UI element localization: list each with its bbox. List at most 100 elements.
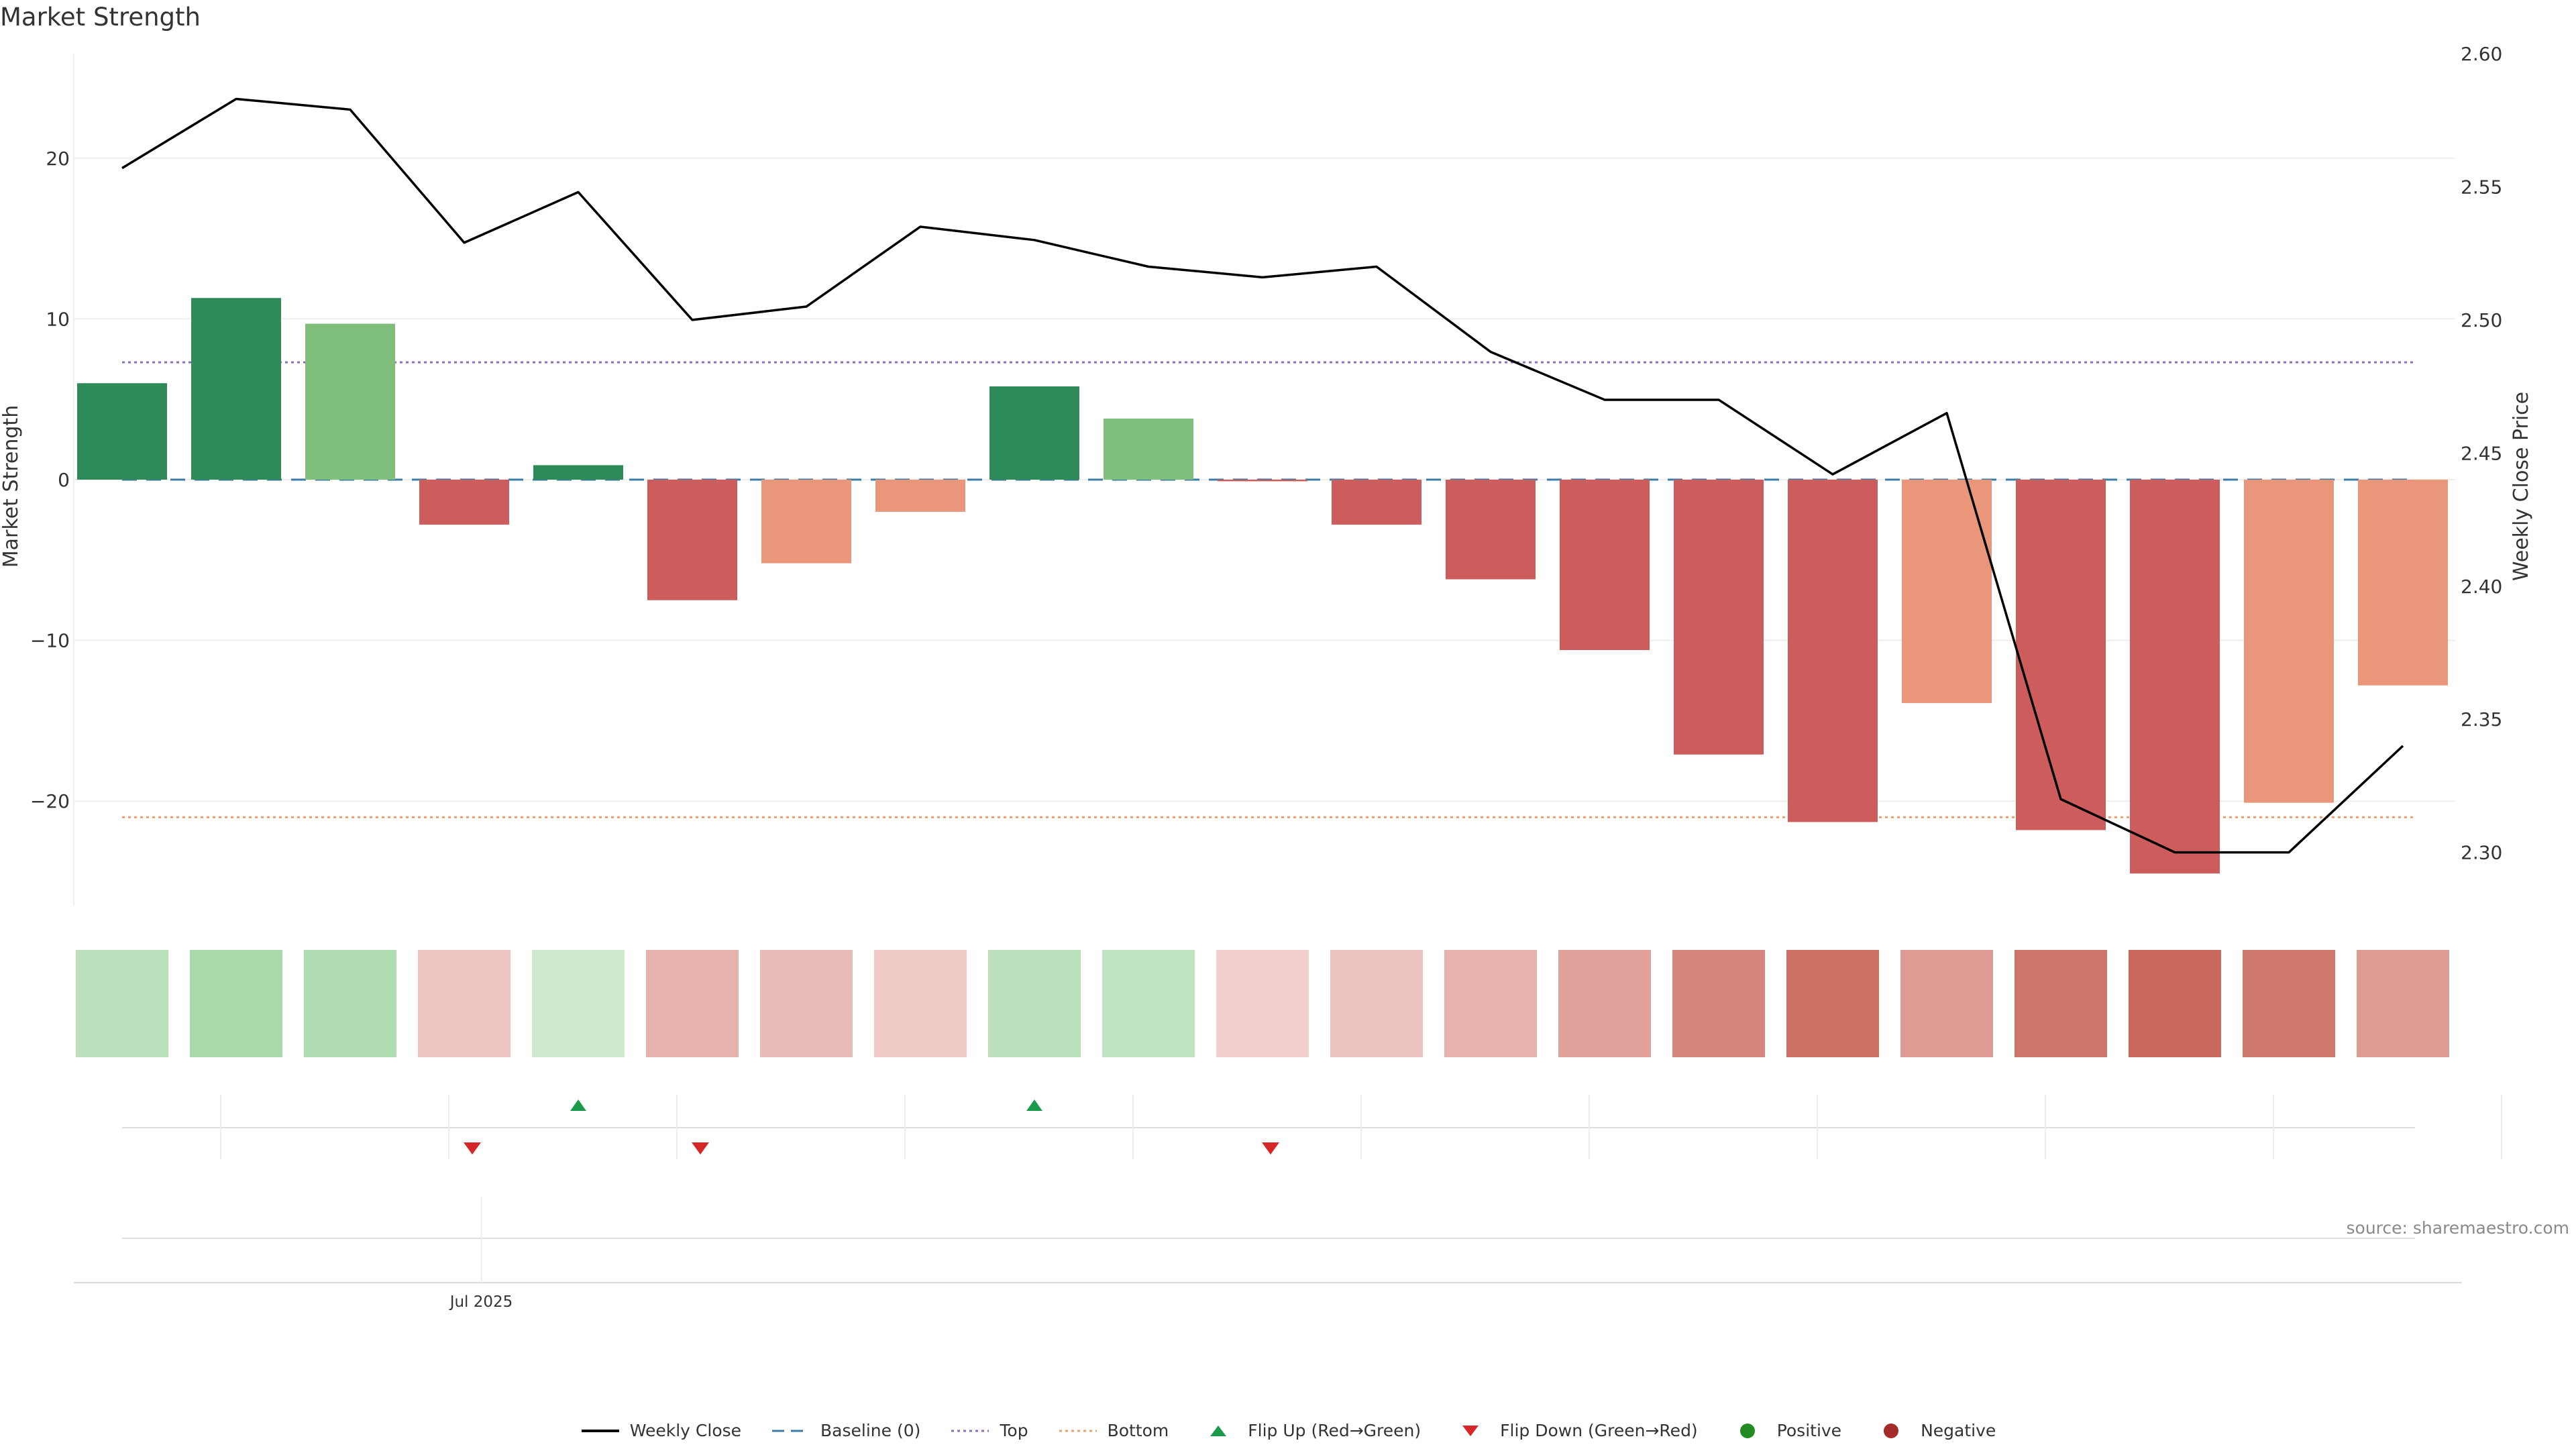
legend-item: Bottom (1058, 1421, 1169, 1440)
strength-bar (1674, 480, 1764, 755)
right-tick-label: 2.60 (2461, 43, 2502, 65)
right-tick-label: 2.30 (2461, 842, 2502, 864)
source-note: source: sharemaestro.com (2346, 1218, 2570, 1238)
legend-item: Negative (1871, 1421, 1996, 1440)
heat-cell (988, 950, 1081, 1057)
strength-bar (1902, 480, 1992, 704)
heat-cell (418, 950, 511, 1057)
legend-label: Flip Up (Red→Green) (1248, 1421, 1421, 1440)
heat-cell (1216, 950, 1309, 1057)
right-tick-label: 2.35 (2461, 708, 2502, 731)
strength-bars (77, 298, 2448, 874)
legend-swatch (772, 1430, 810, 1432)
legend-label: Bottom (1107, 1421, 1169, 1440)
strength-bar (875, 480, 965, 512)
left-tick-label: −20 (30, 790, 70, 812)
legend-item: Flip Up (Red→Green) (1198, 1421, 1421, 1440)
legend-swatch (581, 1429, 619, 1432)
heat-cell (1900, 950, 1993, 1057)
strength-bar (2016, 480, 2106, 830)
left-tick-label: −10 (30, 630, 70, 652)
legend-label: Baseline (0) (820, 1421, 921, 1440)
strength-bar (647, 480, 737, 600)
heat-cell (1102, 950, 1195, 1057)
strength-bar (2130, 480, 2220, 874)
left-axis-label: Market Strength (0, 405, 23, 568)
left-axis: 20 10 0 −10 −20 Market Strength (0, 54, 74, 906)
legend-triangle-up (1210, 1425, 1227, 1436)
legend-swatch (951, 1430, 989, 1432)
flip-down-marker (464, 1142, 481, 1155)
legend-swatch (1059, 1430, 1097, 1432)
flip-up-marker (570, 1099, 586, 1111)
flip-down-marker (692, 1142, 709, 1155)
legend-label: Flip Down (Green→Red) (1500, 1421, 1698, 1440)
flip-panel (122, 1095, 2502, 1159)
heat-cell (760, 950, 853, 1057)
legend-label: Negative (1921, 1421, 1996, 1440)
heat-cell (646, 950, 739, 1057)
legend-item: Baseline (0) (771, 1421, 920, 1440)
right-tick-label: 2.40 (2461, 576, 2502, 598)
heat-cell (1558, 950, 1651, 1057)
right-axis: 2.60 2.55 2.50 2.45 2.40 2.35 2.30 Weekly Close… (2461, 43, 2533, 864)
heat-cell (2357, 950, 2449, 1057)
strength-bar (761, 480, 851, 564)
heat-cell (76, 950, 168, 1057)
legend-swatch (1462, 1425, 1479, 1436)
heat-cell (1330, 950, 1423, 1057)
legend-swatch (1739, 1423, 1755, 1438)
legend-label: Top (1000, 1421, 1028, 1440)
flip-up-marker (1026, 1099, 1042, 1111)
strength-bar (1446, 480, 1536, 580)
strength-bar (77, 383, 167, 480)
heat-cell (2015, 950, 2107, 1057)
heat-cell (874, 950, 967, 1057)
right-axis-label: Weekly Close Price (2510, 392, 2533, 581)
legend-item: Positive (1727, 1421, 1841, 1440)
legend: Weekly Close Baseline (0) Top Bottom Flip Up… (0, 1421, 2576, 1440)
heatmap-strip (76, 950, 2449, 1057)
flip-down-marker (1262, 1142, 1279, 1155)
strength-bar (419, 480, 509, 525)
strength-bar (305, 323, 395, 480)
strength-bar (1560, 480, 1650, 650)
heat-cell (1786, 950, 1879, 1057)
x-axis: Jul 2025 (74, 1197, 2462, 1311)
legend-label: Weekly Close (629, 1421, 742, 1440)
legend-label: Positive (1776, 1421, 1842, 1440)
legend-item: Top (950, 1421, 1028, 1440)
strength-bar (1332, 480, 1421, 525)
weekly-close-line (121, 97, 2404, 854)
strength-bar (1104, 418, 1193, 480)
left-tick-label: 10 (46, 308, 70, 330)
legend-item: Weekly Close (580, 1421, 741, 1440)
legend-swatch (1210, 1425, 1227, 1436)
heat-cell (190, 950, 282, 1057)
right-tick-label: 2.50 (2461, 309, 2502, 331)
legend-item: Flip Down (Green→Red) (1450, 1421, 1698, 1440)
strength-bar (191, 298, 281, 480)
heat-cell (1444, 950, 1537, 1057)
right-tick-label: 2.45 (2461, 442, 2502, 464)
strength-bar (2358, 480, 2448, 686)
left-tick-label: 20 (46, 148, 70, 170)
legend-circle (1739, 1423, 1755, 1438)
chart-title: Market Strength (0, 3, 201, 32)
right-tick-label: 2.55 (2461, 176, 2502, 198)
strength-bar (989, 386, 1079, 480)
legend-circle (1884, 1423, 1899, 1438)
strength-bar (533, 465, 623, 480)
legend-swatch (1884, 1423, 1899, 1438)
strength-bar (2244, 480, 2334, 803)
left-tick-label: 0 (58, 469, 70, 491)
heat-cell (304, 950, 396, 1057)
heat-cell (1672, 950, 1765, 1057)
heat-cell (2243, 950, 2335, 1057)
weekly-close-series (121, 97, 2404, 854)
x-tick-label: Jul 2025 (449, 1293, 513, 1311)
heat-cell (532, 950, 625, 1057)
strength-bar (1218, 480, 1307, 482)
strength-bar (1788, 480, 1878, 822)
